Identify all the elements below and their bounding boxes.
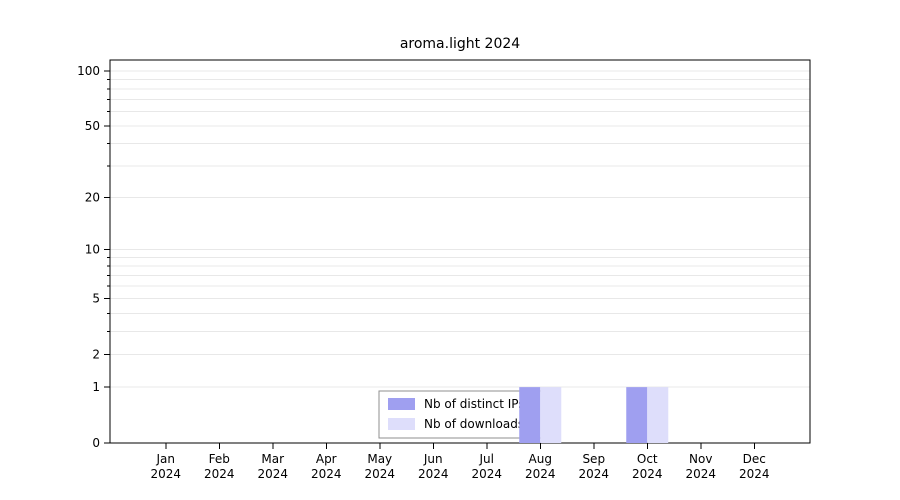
x-tick-label: Apr 2024 <box>311 452 342 481</box>
x-tick-year: 2024 <box>471 467 502 481</box>
x-tick-month: Oct <box>637 452 658 466</box>
y-tick-label: 100 <box>77 64 100 78</box>
x-tick-month: Jan <box>156 452 176 466</box>
legend-label: Nb of downloads <box>424 417 524 431</box>
legend-swatch-0 <box>388 398 415 410</box>
x-tick-label: Jul 2024 <box>471 452 502 481</box>
x-tick-label: May 2024 <box>364 452 395 481</box>
legend-label: Nb of distinct IPs <box>424 397 525 411</box>
x-tick-year: 2024 <box>311 467 342 481</box>
y-tick-label: 50 <box>85 119 100 133</box>
x-tick-label: Feb 2024 <box>204 452 235 481</box>
x-tick-label: Mar 2024 <box>257 452 288 481</box>
y-tick-label: 0 <box>92 436 100 450</box>
y-tick-label: 20 <box>85 191 100 205</box>
x-tick-label: Jun 2024 <box>418 452 449 481</box>
y-tick-label: 2 <box>92 347 100 361</box>
x-tick-month: Apr <box>316 452 337 466</box>
x-tick-label: Sep 2024 <box>578 452 609 481</box>
x-tick-year: 2024 <box>418 467 449 481</box>
x-tick-year: 2024 <box>257 467 288 481</box>
y-tick-label: 1 <box>92 380 100 394</box>
x-tick-label: Nov 2024 <box>685 452 716 481</box>
x-tick-month: Dec <box>743 452 766 466</box>
x-tick-month: Aug <box>529 452 552 466</box>
x-tick-year: 2024 <box>632 467 663 481</box>
bar-distinct-ips <box>519 387 541 443</box>
x-tick-year: 2024 <box>739 467 770 481</box>
x-tick-month: Feb <box>209 452 230 466</box>
x-tick-label: Jan 2024 <box>150 452 181 481</box>
x-tick-year: 2024 <box>685 467 716 481</box>
x-tick-year: 2024 <box>204 467 235 481</box>
y-tick-label: 10 <box>85 243 100 257</box>
bar-downloads <box>540 387 562 443</box>
x-tick-year: 2024 <box>364 467 395 481</box>
x-tick-year: 2024 <box>525 467 556 481</box>
x-tick-label: Aug 2024 <box>525 452 556 481</box>
bar-downloads <box>647 387 669 443</box>
x-tick-month: Sep <box>582 452 605 466</box>
x-tick-label: Dec 2024 <box>739 452 770 481</box>
x-tick-year: 2024 <box>578 467 609 481</box>
axis-box <box>109 59 811 444</box>
x-tick-year: 2024 <box>150 467 181 481</box>
x-tick-month: Jul <box>479 452 494 466</box>
legend-swatch-1 <box>388 418 415 430</box>
x-tick-label: Oct 2024 <box>632 452 663 481</box>
x-tick-month: Nov <box>689 452 712 466</box>
x-tick-month: Mar <box>261 452 284 466</box>
chart-title: aroma.light 2024 <box>399 36 521 52</box>
x-tick-month: Jun <box>423 452 443 466</box>
x-tick-month: May <box>367 452 392 466</box>
bar-distinct-ips <box>626 387 648 443</box>
y-tick-label: 5 <box>92 292 100 306</box>
